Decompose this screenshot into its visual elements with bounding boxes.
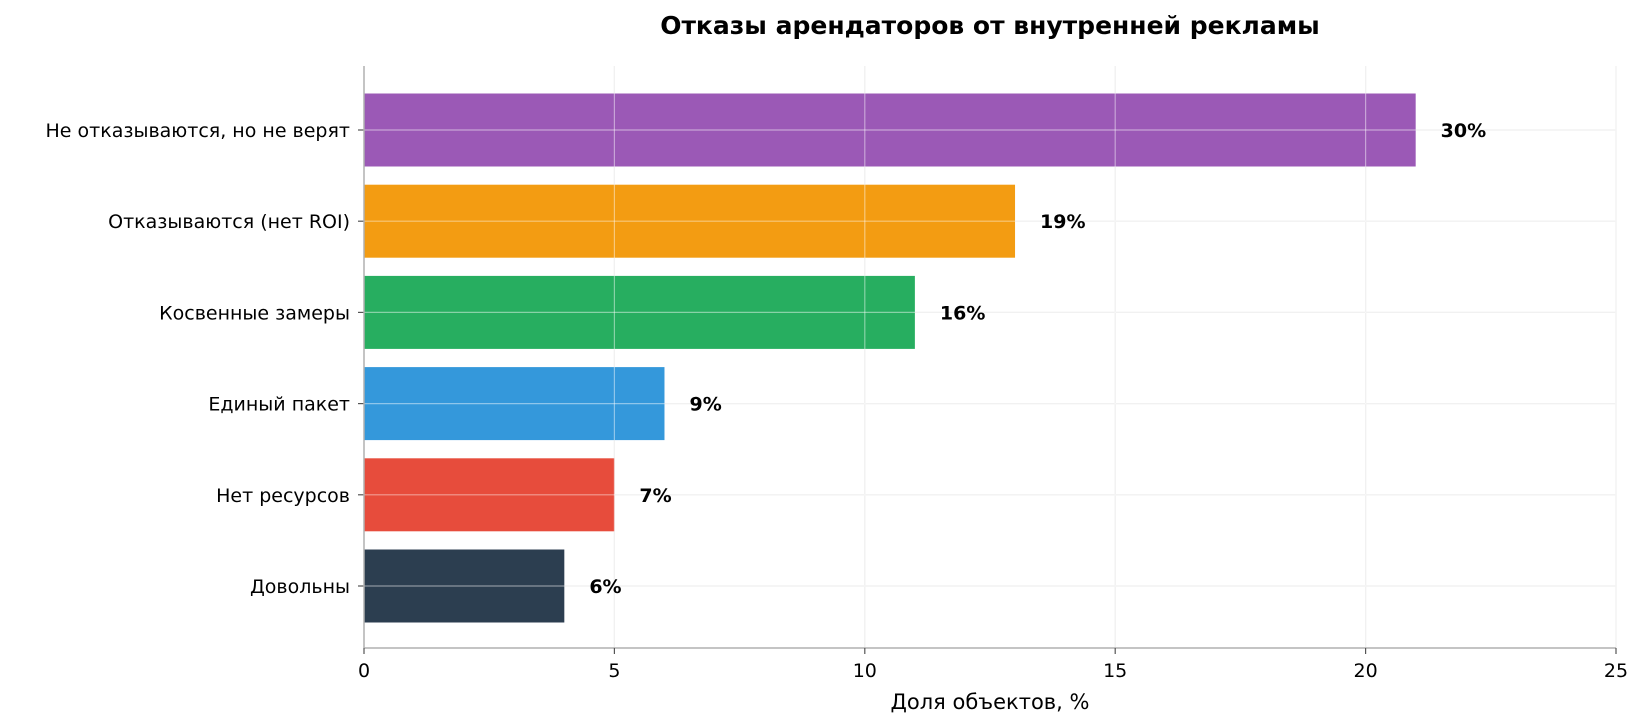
data-label: 30% [1441, 120, 1486, 142]
category-label: Нет ресурсов [216, 485, 350, 507]
labels-layer: 30% Не отказываются, но не верят 19% Отказы… [46, 120, 1629, 682]
x-tick-label: 25 [1604, 660, 1628, 682]
x-tick-label: 20 [1354, 660, 1378, 682]
bar [364, 458, 615, 532]
x-tick-label: 10 [853, 660, 877, 682]
bar [364, 184, 1016, 258]
x-tick-label: 15 [1103, 660, 1127, 682]
x-tick-label: 0 [358, 660, 370, 682]
bar [364, 367, 665, 441]
data-label: 7% [639, 485, 671, 507]
data-label: 9% [689, 394, 721, 416]
data-label: 16% [940, 302, 985, 324]
x-tick-label: 5 [608, 660, 620, 682]
bar [364, 549, 565, 623]
bars-layer [364, 93, 1416, 623]
data-label: 19% [1040, 211, 1085, 233]
category-label: Довольны [250, 576, 350, 598]
grid-front-layer [364, 66, 1617, 648]
axes-layer [358, 66, 1617, 654]
category-label: Косвенные замеры [159, 302, 350, 324]
chart-title: Отказы арендаторов от внутренней рекламы [660, 11, 1320, 40]
x-axis-label: Доля объектов, % [891, 690, 1090, 714]
category-label: Отказываются (нет ROI) [108, 211, 350, 233]
category-label: Единый пакет [208, 394, 350, 416]
data-label: 6% [589, 576, 621, 598]
category-label: Не отказываются, но не верят [46, 120, 350, 142]
bar [364, 93, 1416, 167]
bar [364, 275, 915, 349]
